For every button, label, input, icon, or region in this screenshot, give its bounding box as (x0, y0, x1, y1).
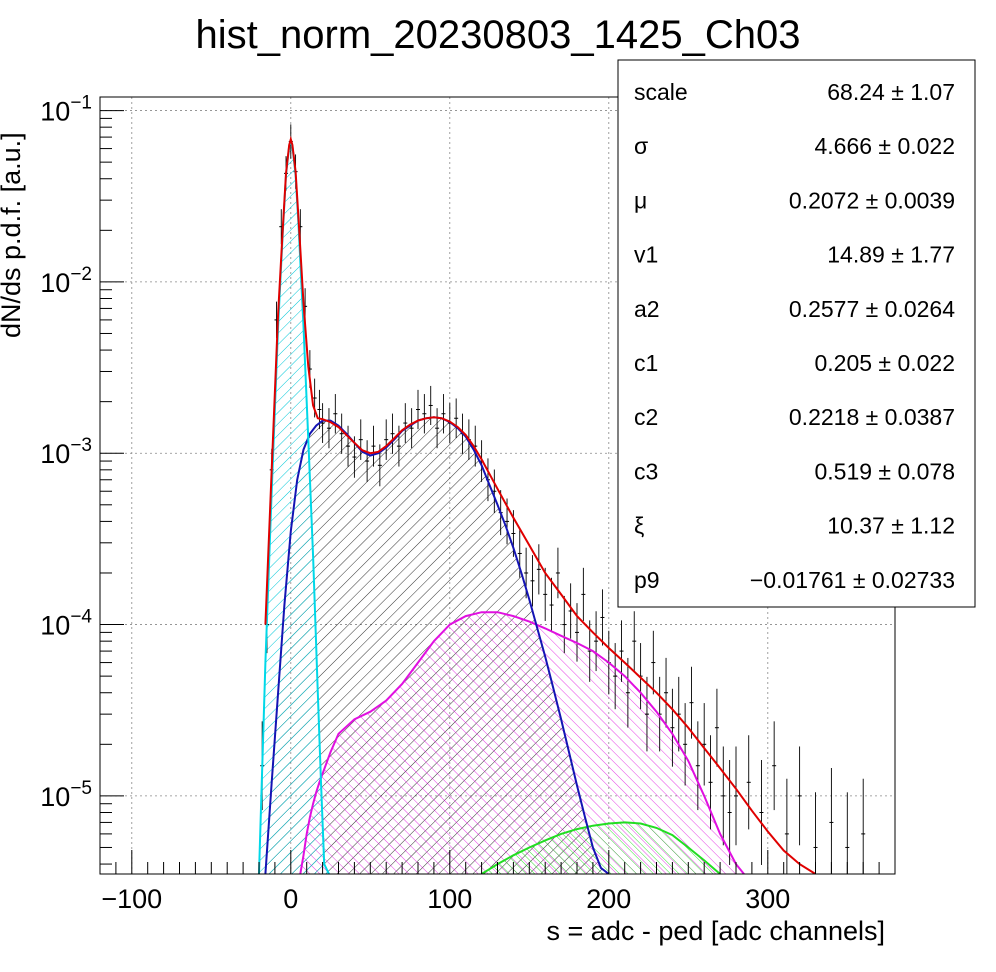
stats-param-value: 14.89 ± 1.77 (827, 242, 955, 268)
chart-title: hist_norm_20230803_1425_Ch03 (196, 13, 801, 57)
stats-param-name: σ (634, 133, 648, 159)
background-component-1-curve (299, 611, 745, 874)
y-axis-label: dN/ds p.d.f. [a.u.] (0, 132, 26, 338)
y-tick-label: 10−4 (40, 607, 92, 641)
stats-param-name: ξ (634, 513, 644, 539)
y-tick-label: 10−5 (40, 778, 92, 812)
y-axis: 10−1 10−2 10−3 10−4 10−5 (40, 93, 124, 865)
x-axis: −100 0 100 200 300 (99, 850, 896, 914)
stats-param-value: 10.37 ± 1.12 (827, 513, 955, 539)
x-axis-label: s = adc - ped [adc channels] (547, 916, 885, 946)
stats-param-name: p9 (634, 567, 660, 593)
stats-param-value: −0.01761 ± 0.02733 (750, 567, 955, 593)
stats-param-name: μ (634, 187, 647, 213)
stats-param-value: 0.519 ± 0.078 (814, 458, 955, 484)
stats-param-value: 4.666 ± 0.022 (814, 133, 955, 159)
stats-box: scale 68.24 ± 1.07 σ 4.666 ± 0.022 μ 0.2072 ±… (617, 59, 976, 608)
x-tick-label: 100 (427, 884, 472, 914)
y-tick-label: 10−3 (40, 435, 92, 469)
stats-param-name: c3 (634, 458, 658, 484)
stats-param-value: 0.205 ± 0.022 (814, 350, 955, 376)
x-tick-label: 0 (283, 884, 298, 914)
y-tick-label: 10−2 (40, 264, 92, 298)
x-tick-label: 200 (586, 884, 631, 914)
stats-param-name: a2 (634, 296, 660, 322)
stats-param-value: 0.2072 ± 0.0039 (789, 187, 955, 213)
stats-param-name: c1 (634, 350, 658, 376)
background-component-2-curve (481, 821, 721, 874)
x-tick-label: 300 (745, 884, 790, 914)
background-component-2-area (481, 822, 721, 874)
stats-param-value: 0.2577 ± 0.0264 (789, 296, 955, 322)
stats-param-name: v1 (634, 242, 658, 268)
x-tick-label: −100 (101, 884, 162, 914)
stats-param-value: 0.2218 ± 0.0387 (789, 404, 955, 430)
stats-param-name: scale (634, 79, 688, 105)
component-fills (259, 141, 744, 874)
stats-param-value: 68.24 ± 1.07 (827, 79, 955, 105)
background-component-1-area (300, 612, 744, 874)
fit-curves (258, 135, 817, 874)
total-fit-curve (264, 135, 817, 874)
stats-param-name: c2 (634, 404, 658, 430)
y-tick-label: 10−1 (40, 93, 92, 127)
